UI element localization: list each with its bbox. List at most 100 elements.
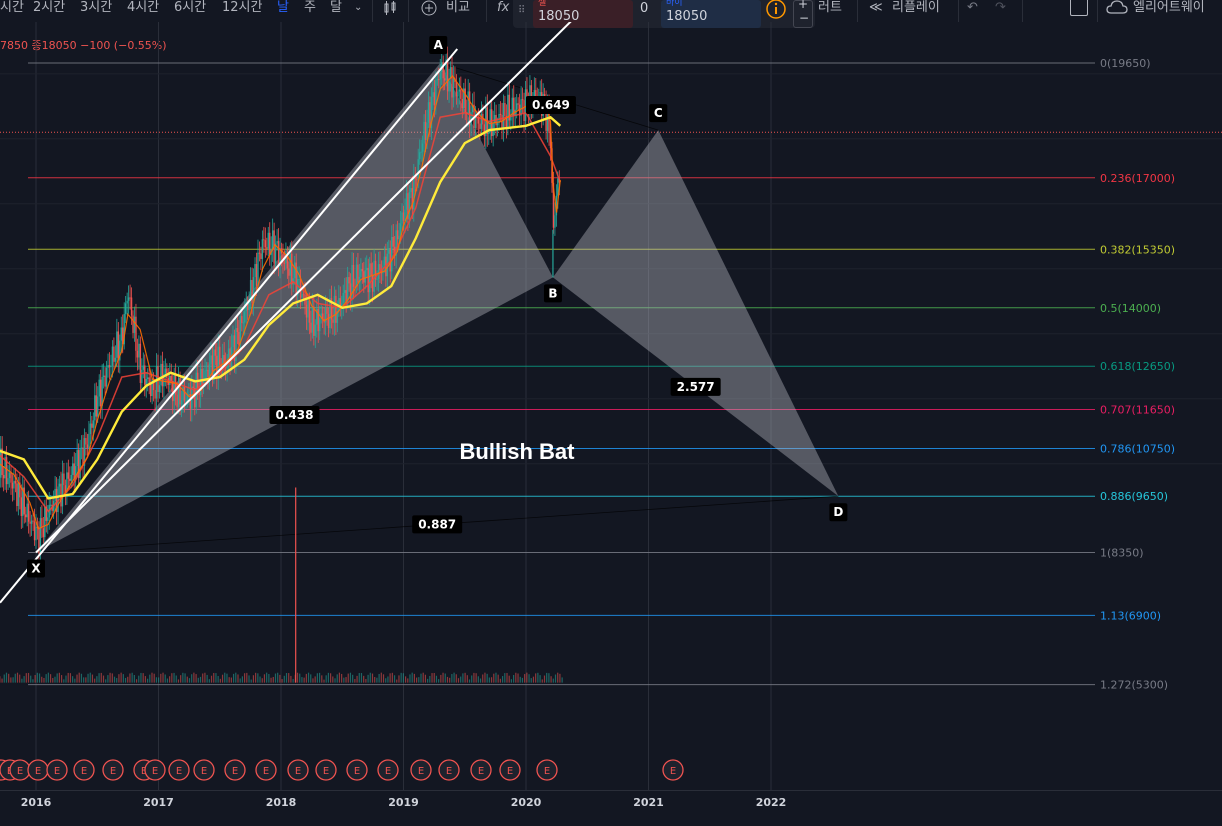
fib-label: 1(8350) [1100,547,1144,560]
candle-body [165,369,166,374]
candle-body [13,481,14,489]
interval-week[interactable]: 주 [304,0,316,18]
candle-body [113,347,114,362]
interval-12h[interactable]: 12시간 [222,0,262,18]
interval-2h[interactable]: 2시간 [33,0,65,18]
volume-bar [308,673,309,683]
plus-icon[interactable]: + [798,0,808,11]
toolbar-divider [408,0,409,22]
price-chart[interactable]: 0(19650)0.236(17000)0.382(15350)0.5(1400… [0,22,1222,790]
candle-body [418,159,419,179]
candle-body [344,290,345,293]
replay-icon[interactable]: ≪ [869,0,880,18]
layout-checkbox-icon[interactable] [1070,0,1088,16]
candle-body [150,384,151,396]
candle-body [172,381,173,401]
candle-body [121,327,122,340]
volume-bar [456,674,457,682]
volume-bar [259,677,260,683]
cloud-icon[interactable] [1106,0,1128,18]
candle-body [237,328,238,332]
volume-bar [390,673,391,682]
volume-bar [151,673,152,683]
volume-bar [125,678,126,683]
pattern-point-label: B [548,286,557,300]
interval-1h[interactable]: 시간 [0,0,24,18]
info-icon[interactable] [765,0,787,24]
candle-body [241,316,242,323]
compare-add-icon[interactable] [420,0,438,18]
volume-bar [379,674,380,683]
candle-body [110,366,111,367]
compare-button[interactable]: 비교 [446,0,470,18]
candle-body [437,79,438,80]
volume-bar [442,673,443,683]
volume-bar [189,678,190,683]
candle-body [319,318,320,331]
candle-body [269,233,270,255]
candle-body [391,237,392,271]
candle-body [475,117,476,128]
volume-bar [39,673,40,682]
volume-bar [1,679,2,683]
alert-button[interactable]: 러트 [818,0,842,18]
candle-body [419,152,420,159]
volume-bar [220,679,221,683]
earnings-event-label: E [385,766,391,777]
earnings-event-label: E [544,766,550,777]
candle-body [85,438,86,444]
undo-icon[interactable]: ↶ [967,0,978,18]
candle-body [116,331,117,357]
interval-day[interactable]: 날 [277,0,289,18]
volume-bar [414,674,415,683]
volume-bar [209,679,210,682]
volume-bar [136,679,137,682]
volume-bar [248,675,249,682]
volume-bar [178,679,179,682]
interval-4h[interactable]: 4시간 [127,0,159,18]
candle-body [460,89,461,98]
volume-bar [493,674,494,683]
candle-body [188,394,189,395]
layout-name[interactable]: 엘리어트웨이 [1133,0,1205,18]
interval-dropdown-icon[interactable]: ⌄ [354,0,362,18]
volume-bar [35,675,36,683]
volume-bar [198,678,199,683]
interval-3h[interactable]: 3시간 [80,0,112,18]
candle-body [35,527,36,541]
volume-bar [94,679,95,683]
earnings-event-label: E [110,766,116,777]
volume-bar [231,678,232,683]
candle-body [71,475,72,481]
volume-bar [312,678,313,682]
redo-icon[interactable]: ↷ [995,0,1006,18]
candle-body [103,376,104,377]
candle-style-icon[interactable] [382,0,398,18]
volume-bar [85,677,86,682]
volume-bar [160,674,161,683]
candle-body [50,505,51,506]
interval-6h[interactable]: 6시간 [174,0,206,18]
volume-bar [156,677,157,682]
replay-button[interactable]: 리플레이 [892,0,940,18]
volume-bar [281,679,282,683]
volume-bar [21,679,22,683]
volume-bar [460,677,461,683]
candle-body [128,297,129,300]
indicator-fx-icon[interactable]: fx [497,0,509,18]
volume-bar [83,677,84,682]
candle-body [44,507,45,537]
candle-body [301,294,302,297]
volume-bar [365,679,366,683]
candle-body [456,82,457,97]
candle-body [97,396,98,416]
volume-bar [334,678,335,682]
volume-bar [297,673,298,683]
volume-bar [321,675,322,682]
interval-month[interactable]: 달 [330,0,342,18]
candle-body [393,237,394,247]
candle-body [362,269,363,271]
candle-body [403,212,404,220]
drag-handle-icon[interactable]: ⠿ [518,5,525,16]
